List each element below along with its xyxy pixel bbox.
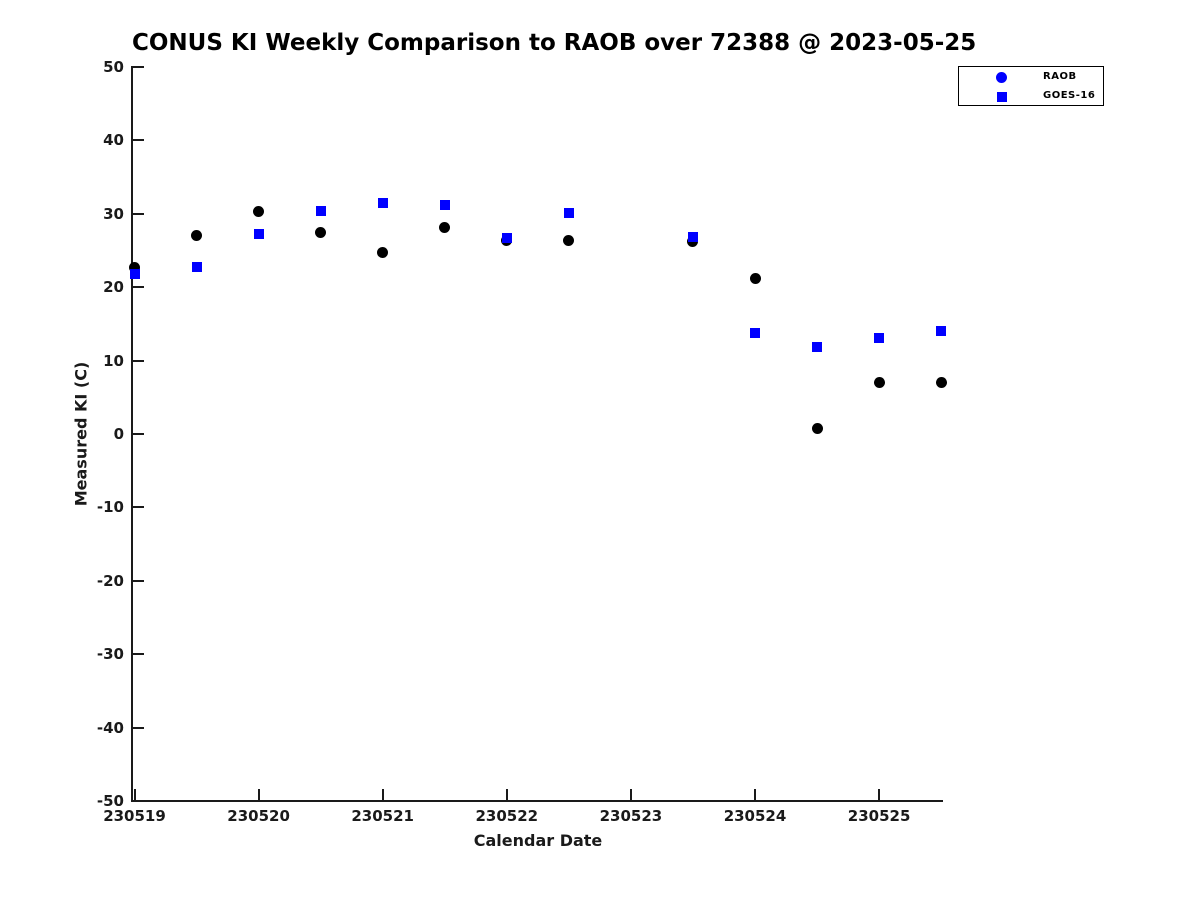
y-tick-label: -50 <box>96 792 124 810</box>
legend-entry-raob: RAOB <box>959 69 1103 86</box>
x-tick-mark <box>381 789 384 801</box>
raob-data-point <box>315 226 327 238</box>
y-tick-mark <box>132 139 144 142</box>
goes-16-data-point <box>439 199 450 210</box>
goes-16-data-point <box>253 229 264 240</box>
goes-16-data-point <box>874 332 885 343</box>
x-tick-label: 230519 <box>103 807 166 825</box>
y-tick-label: 0 <box>113 425 124 443</box>
goes-16-data-point <box>563 208 574 219</box>
y-tick-label: 50 <box>103 58 124 76</box>
raob-data-point <box>873 377 885 389</box>
legend-label-raob: RAOB <box>1043 71 1077 82</box>
y-tick-label: 20 <box>103 278 124 297</box>
y-tick-mark <box>132 800 144 802</box>
x-tick-label: 230525 <box>847 807 911 825</box>
square-marker-icon <box>997 92 1007 102</box>
x-tick-label: 230521 <box>351 807 414 825</box>
y-tick-label: -40 <box>96 718 124 737</box>
x-axis-line <box>131 800 943 802</box>
x-tick-label: 230522 <box>475 807 539 825</box>
raob-data-point <box>377 247 389 259</box>
goes-16-data-point <box>750 327 760 338</box>
raob-data-point <box>935 377 947 389</box>
y-tick-mark <box>132 726 144 729</box>
goes-16-data-point <box>377 197 388 208</box>
y-tick-mark <box>132 66 144 68</box>
goes-16-data-point <box>191 262 202 273</box>
y-tick-mark <box>132 212 144 215</box>
raob-data-point <box>129 261 140 273</box>
raob-data-point <box>687 236 699 248</box>
y-tick-label: 10 <box>103 351 124 370</box>
x-tick-mark <box>133 789 136 801</box>
goes-16-data-point <box>129 268 140 279</box>
x-tick-label: 230524 <box>723 807 787 825</box>
y-tick-mark <box>132 359 144 362</box>
goes-16-data-point <box>687 231 698 242</box>
legend-entry-goes16: GOES-16 <box>959 88 1103 105</box>
x-tick-mark <box>878 789 881 801</box>
legend: RAOB GOES-16 <box>958 66 1104 106</box>
raob-data-point <box>811 422 823 434</box>
y-tick-mark <box>132 506 144 509</box>
y-tick-mark <box>132 433 144 435</box>
y-tick-label: 40 <box>103 131 124 150</box>
x-tick-mark <box>257 789 260 801</box>
circle-marker-icon <box>996 72 1007 83</box>
y-tick-label: -30 <box>96 645 124 664</box>
goes-16-data-point <box>315 205 326 216</box>
raob-data-point <box>191 229 203 241</box>
y-tick-mark <box>132 286 144 289</box>
raob-data-point <box>439 222 451 234</box>
x-axis-label: Calendar Date <box>473 831 603 850</box>
y-tick-label: -20 <box>96 571 124 590</box>
raob-data-point <box>253 206 265 218</box>
y-tick-mark <box>132 653 144 656</box>
x-tick-mark <box>629 789 632 801</box>
legend-label-goes16: GOES-16 <box>1043 90 1096 101</box>
y-tick-label: 30 <box>103 204 124 223</box>
goes-16-data-point <box>812 341 823 352</box>
x-tick-mark <box>754 789 756 801</box>
x-tick-label: 230520 <box>227 807 290 825</box>
raob-data-point <box>563 234 575 246</box>
raob-data-point <box>749 272 761 284</box>
goes-16-data-point <box>936 325 947 336</box>
y-tick-mark <box>132 579 144 582</box>
chart-title: CONUS KI Weekly Comparison to RAOB over … <box>132 30 977 56</box>
goes-16-data-point <box>501 233 512 244</box>
y-tick-label: -10 <box>96 498 124 517</box>
x-tick-mark <box>505 789 508 801</box>
x-tick-label: 230523 <box>599 807 663 825</box>
